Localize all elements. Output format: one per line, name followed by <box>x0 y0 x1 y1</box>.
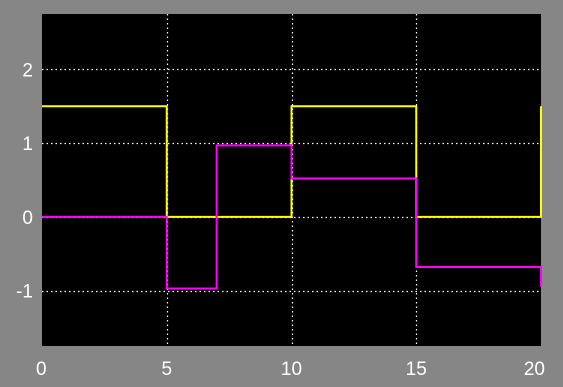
x-tick-label: 20 <box>524 359 545 380</box>
y-tick-label: -1 <box>16 282 33 303</box>
series-line-1 <box>42 105 542 218</box>
y-tick-label: 2 <box>22 60 33 81</box>
grid <box>42 14 541 346</box>
x-tick-label: 15 <box>406 359 427 380</box>
x-tick-label: 10 <box>281 359 302 380</box>
y-tick-label: 0 <box>22 208 33 229</box>
series-lines <box>42 105 542 290</box>
x-tick-label: 5 <box>161 359 172 380</box>
series-line-2 <box>42 144 542 290</box>
x-tick-label: 0 <box>36 359 47 380</box>
y-tick-label: 1 <box>22 134 33 155</box>
